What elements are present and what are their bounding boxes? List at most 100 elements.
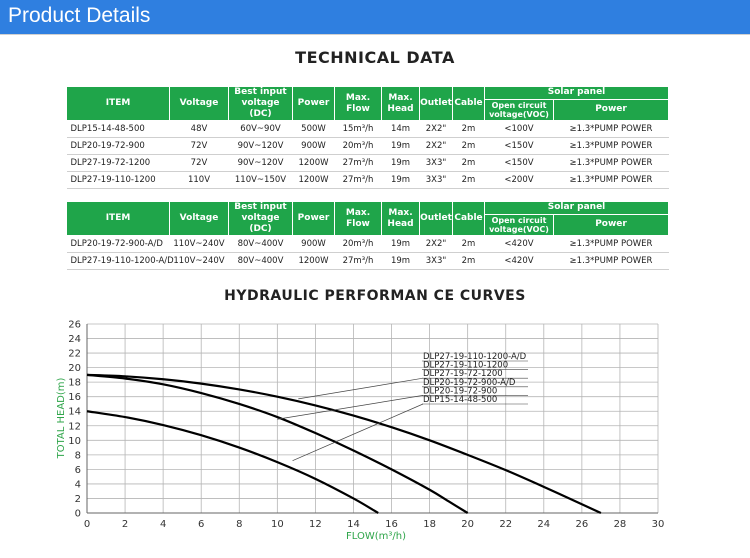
- cell-cable: 2m: [452, 137, 485, 155]
- cell-outlet: 3X3": [419, 154, 453, 172]
- x-tick-label: 2: [122, 519, 128, 530]
- performance-chart: DLP27-19-110-1200-A/DDLP27-19-110-1200DL…: [56, 320, 665, 543]
- header-voltage: Voltage: [169, 201, 229, 236]
- curve-line: [86, 373, 602, 514]
- cell-item: DLP27-19-110-1200: [66, 171, 170, 189]
- cell-item: DLP20-19-72-900-A/D: [66, 235, 170, 253]
- x-axis-label: FLOW(m³/h): [346, 531, 406, 542]
- spec-table-dc: ITEM Voltage Best input voltage (DC) Pow…: [66, 86, 670, 189]
- x-tick-label: 26: [575, 519, 588, 530]
- cell-cable: 2m: [452, 235, 485, 253]
- cell-head: 19m: [381, 235, 420, 253]
- legend-leader-line: [292, 403, 424, 461]
- curves-title: HYDRAULIC PERFORMAN CE CURVES: [224, 288, 526, 304]
- cell-flow: 27m³/h: [334, 252, 382, 270]
- header-best-input: Best input voltage (DC): [228, 86, 293, 121]
- cell-power: 1200W: [292, 154, 335, 172]
- cell-best-input: 110V~150V: [228, 171, 293, 189]
- header-item: ITEM: [66, 86, 170, 121]
- cell-outlet: 3X3": [419, 252, 453, 270]
- cell-head: 14m: [381, 120, 420, 138]
- chart-grid: [86, 323, 659, 514]
- technical-data-title: TECHNICAL DATA: [295, 48, 455, 67]
- x-tick-label: 16: [385, 519, 398, 530]
- x-tick-label: 28: [614, 519, 627, 530]
- header-voltage: Voltage: [169, 86, 229, 121]
- y-tick-label: 6: [75, 465, 81, 476]
- y-tick-label: 26: [68, 320, 81, 331]
- legend-label: DLP27-19-110-1200: [423, 361, 508, 371]
- spec-table-ac-dc: ITEM Voltage Best input voltage (DC) Pow…: [66, 201, 670, 270]
- cell-outlet: 2X2": [419, 137, 453, 155]
- y-tick-label: 16: [68, 392, 81, 403]
- cell-power: 1200W: [292, 171, 335, 189]
- header-open-circuit: Open circuit voltage(VOC): [484, 213, 554, 237]
- x-tick-label: 14: [347, 519, 360, 530]
- cell-head: 19m: [381, 171, 420, 189]
- cell-voltage: 110V~240V: [169, 235, 229, 253]
- y-tick-label: 20: [68, 363, 81, 374]
- y-tick-label: 8: [75, 450, 81, 461]
- cell-best-input: 80V~400V: [228, 252, 293, 270]
- cell-voc: <150V: [484, 137, 554, 155]
- x-tick-label: 4: [160, 519, 166, 530]
- cell-panel-power: ≥1.3*PUMP POWER: [553, 120, 669, 138]
- legend-label: DLP27-19-72-1200: [423, 369, 503, 379]
- cell-power: 500W: [292, 120, 335, 138]
- cell-power: 900W: [292, 235, 335, 253]
- header-panel-power: Power: [552, 98, 670, 122]
- x-tick-label: 30: [652, 519, 665, 530]
- cell-head: 19m: [381, 252, 420, 270]
- curve-line: [86, 410, 379, 514]
- legend-label: DLP20-19-72-900-A/D: [423, 378, 516, 388]
- y-tick-label: 24: [68, 334, 81, 345]
- y-tick-label: 12: [68, 421, 81, 432]
- header-power: Power: [292, 86, 335, 121]
- cell-best-input: 90V~120V: [228, 137, 293, 155]
- cell-head: 19m: [381, 137, 420, 155]
- cell-power: 900W: [292, 137, 335, 155]
- header-max-head: Max. Head: [381, 201, 420, 236]
- legend-label: DLP20-19-72-900: [423, 386, 497, 396]
- cell-flow: 20m³/h: [334, 137, 382, 155]
- table-row: DLP27-19-110-1200 110V 110V~150V 1200W 2…: [66, 171, 669, 189]
- banner-divider: [0, 34, 750, 35]
- x-tick-label: 22: [499, 519, 512, 530]
- cell-voc: <420V: [484, 235, 554, 253]
- legend-label: DLP27-19-110-1200-A/D: [423, 352, 527, 362]
- y-axis-label: TOTAL HEAD(m): [56, 377, 67, 459]
- cell-outlet: 3X3": [419, 171, 453, 189]
- cell-panel-power: ≥1.3*PUMP POWER: [553, 171, 669, 189]
- cell-item: DLP27-19-72-1200: [66, 154, 170, 172]
- cell-panel-power: ≥1.3*PUMP POWER: [553, 137, 669, 155]
- header-open-circuit: Open circuit voltage(VOC): [484, 98, 554, 122]
- header-item: ITEM: [66, 201, 170, 236]
- table-row: DLP20-19-72-900 72V 90V~120V 900W 20m³/h…: [66, 137, 669, 155]
- banner-title: Product Details: [8, 4, 151, 27]
- chart-legend: DLP27-19-110-1200-A/DDLP27-19-110-1200DL…: [277, 352, 528, 461]
- table-row: DLP27-19-110-1200-A/D 110V~240V 80V~400V…: [66, 252, 669, 270]
- legend-leader-line: [298, 377, 424, 400]
- header-outlet: Outlet: [419, 201, 453, 236]
- cell-voltage: 110V: [169, 171, 229, 189]
- header-outlet: Outlet: [419, 86, 453, 121]
- y-tick-label: 22: [68, 349, 81, 360]
- cell-outlet: 2X2": [419, 120, 453, 138]
- y-tick-label: 4: [75, 479, 81, 490]
- cell-cable: 2m: [452, 154, 485, 172]
- table-row: DLP15-14-48-500 48V 60V~90V 500W 15m³/h …: [66, 120, 669, 138]
- cell-cable: 2m: [452, 171, 485, 189]
- legend-leader-line: [277, 395, 424, 420]
- cell-voc: <200V: [484, 171, 554, 189]
- x-tick-label: 10: [271, 519, 284, 530]
- cell-flow: 15m³/h: [334, 120, 382, 138]
- cell-item: DLP15-14-48-500: [66, 120, 170, 138]
- cell-panel-power: ≥1.3*PUMP POWER: [553, 252, 669, 270]
- y-tick-label: 10: [68, 436, 81, 447]
- table-row: DLP20-19-72-900-A/D 110V~240V 80V~400V 9…: [66, 235, 669, 253]
- cell-voltage: 48V: [169, 120, 229, 138]
- cell-panel-power: ≥1.3*PUMP POWER: [553, 235, 669, 253]
- cell-head: 19m: [381, 154, 420, 172]
- page-banner: Product Details: [0, 0, 750, 34]
- x-tick-label: 18: [423, 519, 436, 530]
